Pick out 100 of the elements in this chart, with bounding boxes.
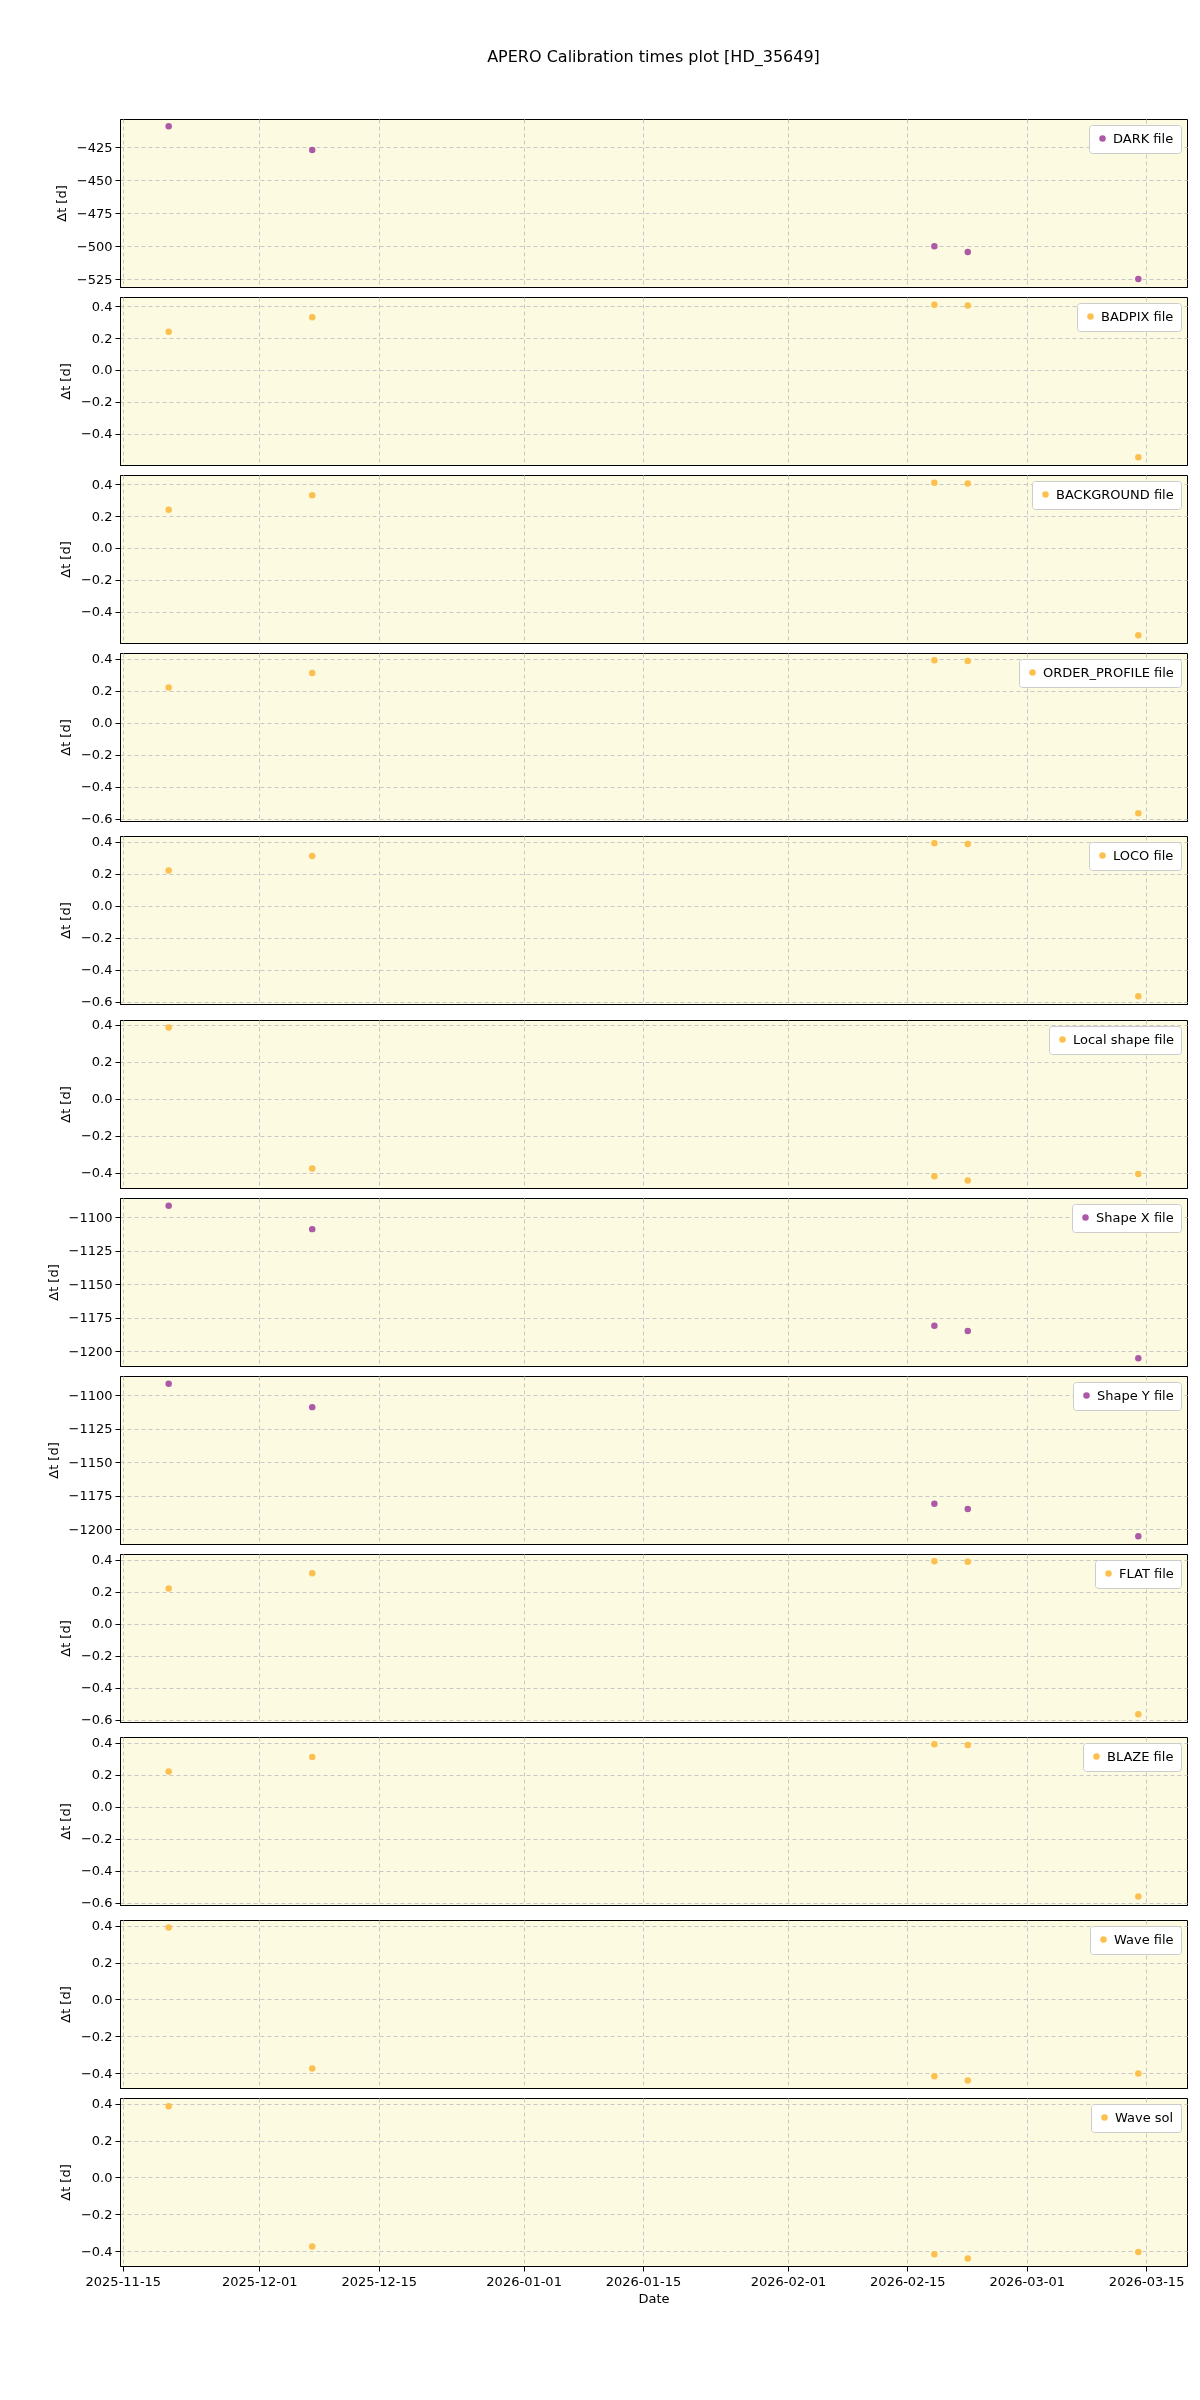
y-axis-title: Δt [d] [57,1986,73,2023]
y-tick-label: 0.2 [91,2133,113,2149]
point [165,1768,172,1775]
y-axis-title: Δt [d] [57,541,73,578]
point [931,839,938,847]
y-tick-label: −0.2 [80,930,113,946]
legend-label: Shape Y file [1097,1387,1174,1403]
point [165,1380,172,1387]
point [964,840,972,848]
x-tick-label: 2026-03-15 [1108,2273,1185,2289]
point [931,1740,938,1748]
x-axis-title: Date [638,2290,670,2306]
x-tick-label: 2026-03-01 [989,2273,1066,2289]
point [931,2072,938,2080]
point [1135,810,1142,817]
y-tick-label: 0.2 [91,330,113,346]
point [964,1177,972,1184]
y-tick-label: 0.2 [91,1584,113,1600]
point [165,506,172,513]
point [308,852,316,860]
point [308,1225,316,1233]
point [931,656,938,664]
point [931,2250,938,2258]
y-axis-title: Δt [d] [57,1620,73,1657]
y-tick-label: −1100 [68,1209,113,1225]
point [308,1165,316,1172]
y-tick-label: 0.0 [91,2169,113,2185]
y-tick-label: 0.0 [91,715,113,731]
point [308,2243,316,2250]
y-tick-label: −0.6 [80,1895,113,1911]
point [964,657,972,665]
y-tick-label: 0.4 [91,1735,113,1751]
point [931,301,938,308]
point [165,1585,172,1592]
point [1135,1711,1142,1718]
point [1135,632,1142,639]
y-tick-label: −425 [76,139,113,155]
y-tick-label: 0.4 [91,298,113,314]
point [165,2103,172,2110]
legend-label: Shape X file [1096,1209,1174,1225]
point [1135,2070,1142,2077]
y-tick-label: 0.2 [91,1054,113,1070]
point [964,302,972,309]
y-tick-label: 0.0 [91,1616,113,1632]
y-tick-label: 0.0 [91,1799,113,1815]
y-axis-title: Δt [d] [57,2164,73,2201]
x-tick-label: 2025-11-15 [85,2273,162,2289]
legend-label: ORDER_PROFILE file [1043,664,1174,680]
y-axis-title: Δt [d] [57,719,73,756]
y-tick-label: 0.4 [91,476,113,492]
y-tick-label: −0.6 [80,811,113,827]
point [308,2065,316,2072]
y-tick-label: 0.0 [91,1991,113,2007]
y-axis-title: Δt [d] [45,1264,61,1301]
point [964,1558,972,1565]
y-tick-label: −1150 [68,1454,113,1470]
y-tick-label: −1175 [68,1488,113,1504]
point [931,1557,938,1565]
point [931,242,938,250]
point [165,328,172,335]
legend-label: FLAT file [1119,1565,1174,1581]
y-tick-label: 0.2 [91,1955,113,1971]
x-tick-label: 2025-12-01 [222,2273,298,2289]
point [931,1172,938,1180]
point [308,492,316,499]
y-tick-label: −1175 [68,1310,113,1326]
point [1135,1533,1142,1540]
point [1135,454,1142,461]
point [964,2255,972,2262]
point [931,1500,938,1507]
point [165,684,172,691]
y-tick-label: −450 [76,172,113,188]
point [165,867,172,874]
y-tick-label: −0.2 [80,1128,113,1144]
point [165,123,172,130]
y-tick-label: 0.4 [91,651,113,667]
point [308,1753,316,1761]
x-tick-label: 2026-01-01 [486,2273,562,2289]
y-tick-label: −1100 [68,1387,113,1403]
y-tick-label: −1125 [68,1243,113,1259]
y-tick-label: −0.4 [80,1680,113,1696]
y-tick-label: −1125 [68,1421,113,1437]
y-tick-label: 0.0 [91,362,113,378]
y-tick-label: 0.4 [91,834,113,850]
y-tick-label: 0.4 [91,1918,113,1934]
y-tick-label: −0.2 [80,394,113,410]
chart-title: APERO Calibration times plot [HD_35649] [487,47,820,67]
point [931,1322,938,1329]
y-tick-label: −1150 [68,1276,113,1292]
y-tick-label: 0.4 [91,2096,113,2112]
y-tick-label: −0.4 [80,962,113,978]
legend-label: Local shape file [1073,1031,1174,1047]
y-axis-title: Δt [d] [57,1803,73,1840]
y-tick-label: 0.0 [91,1091,113,1107]
point [308,146,316,154]
point [1135,1170,1142,1178]
point [1135,993,1142,1000]
y-axis-title: Δt [d] [57,363,73,400]
point [964,1327,972,1335]
y-tick-label: −1200 [68,1343,113,1359]
